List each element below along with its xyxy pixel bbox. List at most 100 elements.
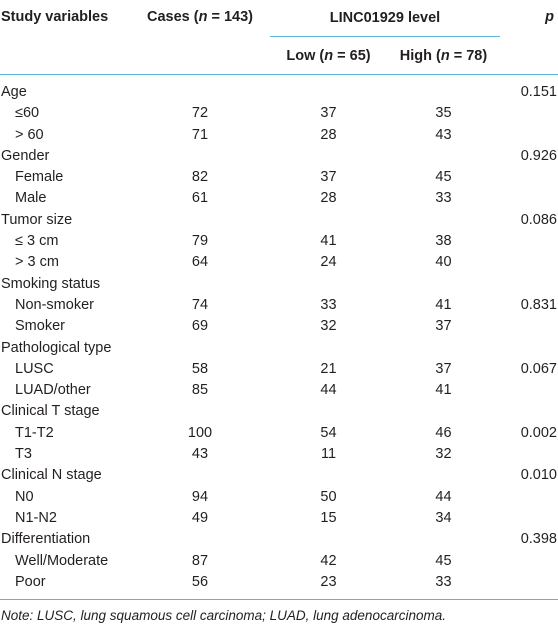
cell-cases: 64 bbox=[191, 254, 209, 271]
cell-label: Differentiation bbox=[1, 531, 91, 548]
cell-high: 46 bbox=[435, 424, 452, 441]
cell-p bbox=[500, 444, 558, 465]
cell-label: > 60 bbox=[15, 126, 44, 143]
cell-cases: 85 bbox=[191, 382, 209, 399]
table-row: ≤ 3 cm 79 41 38 bbox=[0, 231, 558, 252]
cell-high: 34 bbox=[435, 509, 452, 526]
cell-high: 33 bbox=[435, 190, 452, 207]
cell-cases: 56 bbox=[130, 571, 270, 601]
cell-low bbox=[270, 465, 387, 486]
cell-high bbox=[387, 401, 500, 422]
cell-p bbox=[500, 487, 558, 508]
cell-low: 33 bbox=[320, 296, 337, 313]
cell-low bbox=[270, 146, 387, 167]
cell-label: Tumor size bbox=[1, 211, 73, 228]
cell-p: 0.086 bbox=[520, 211, 557, 228]
cell-cases: 82 bbox=[191, 169, 209, 186]
cell-cases: 58 bbox=[191, 360, 209, 377]
cell-cases bbox=[130, 338, 270, 359]
cell-p: 0.398 bbox=[520, 531, 557, 548]
cell-high bbox=[387, 75, 500, 104]
header-cases: Cases (n = 143) bbox=[130, 0, 270, 75]
table-row: Non-smoker 74 33 41 0.831 bbox=[0, 295, 558, 316]
table-body: Age 0.151 ≤60 72 37 35 > 60 71 28 43 Gender 0.926 Fe… bbox=[0, 75, 558, 601]
table-row: Male 61 28 33 bbox=[0, 188, 558, 209]
table-row: Differentiation 0.398 bbox=[0, 529, 558, 550]
cell-cases: 49 bbox=[191, 509, 209, 526]
cell-low: 41 bbox=[320, 233, 337, 250]
cell-label: Clinical N stage bbox=[1, 467, 102, 484]
table-row: N0 94 50 44 bbox=[0, 487, 558, 508]
table-row: Clinical N stage 0.010 bbox=[0, 465, 558, 486]
cell-p: 0.002 bbox=[520, 424, 557, 441]
cell-cases bbox=[130, 529, 270, 550]
header-linc-level: LINC01929 level bbox=[270, 0, 500, 37]
cell-label: N1-N2 bbox=[15, 509, 57, 526]
cell-label: Female bbox=[15, 169, 64, 186]
header-p: p bbox=[500, 0, 558, 75]
cell-label: Clinical T stage bbox=[1, 403, 100, 420]
cell-label: Age bbox=[1, 84, 27, 100]
cell-cases: 79 bbox=[191, 233, 209, 250]
cell-p bbox=[500, 401, 558, 422]
cell-low bbox=[270, 210, 387, 231]
cell-high: 33 bbox=[387, 571, 500, 601]
table-row: Smoker 69 32 37 bbox=[0, 316, 558, 337]
cell-low bbox=[270, 75, 387, 104]
cell-cases: 69 bbox=[191, 318, 209, 335]
table-row: N1-N2 49 15 34 bbox=[0, 508, 558, 529]
cell-cases: 43 bbox=[191, 446, 209, 463]
cell-low: 42 bbox=[320, 552, 337, 569]
cell-low bbox=[270, 529, 387, 550]
header-low: Low (n = 65) bbox=[270, 36, 387, 75]
cell-high: 41 bbox=[435, 296, 452, 313]
header-study-variables: Study variables bbox=[0, 0, 130, 75]
cell-p bbox=[500, 551, 558, 572]
cell-p: 0.151 bbox=[520, 84, 557, 100]
cell-p bbox=[500, 508, 558, 529]
cell-low: 54 bbox=[320, 424, 337, 441]
cell-cases bbox=[130, 401, 270, 422]
cell-high bbox=[387, 274, 500, 295]
cell-label: Gender bbox=[1, 147, 50, 164]
cell-label: N0 bbox=[15, 488, 34, 505]
cell-high: 45 bbox=[435, 169, 452, 186]
cell-low: 28 bbox=[320, 190, 337, 207]
cell-label: Poor bbox=[0, 571, 130, 601]
cell-label: > 3 cm bbox=[15, 254, 59, 271]
cell-label: ≤ 3 cm bbox=[15, 233, 59, 250]
cell-high bbox=[387, 146, 500, 167]
cell-low: 24 bbox=[320, 254, 337, 271]
cell-p: 0.831 bbox=[520, 296, 557, 313]
table-note: Note: LUSC, lung squamous cell carcinoma… bbox=[1, 608, 446, 624]
cell-label: LUSC bbox=[15, 360, 54, 377]
table-row: > 60 71 28 43 bbox=[0, 125, 558, 146]
cell-label: T1-T2 bbox=[15, 424, 54, 441]
table-row: > 3 cm 64 24 40 bbox=[0, 252, 558, 273]
cell-p bbox=[500, 274, 558, 295]
cell-cases: 87 bbox=[191, 552, 209, 569]
cell-cases bbox=[130, 210, 270, 231]
cell-label: Smoker bbox=[15, 318, 65, 335]
cell-high bbox=[387, 338, 500, 359]
cell-cases: 72 bbox=[191, 105, 209, 122]
cell-p: 0.926 bbox=[520, 147, 557, 164]
table-row: Pathological type bbox=[0, 338, 558, 359]
cell-p bbox=[500, 380, 558, 401]
table-row: Female 82 37 45 bbox=[0, 167, 558, 188]
cell-high: 37 bbox=[435, 318, 452, 335]
cell-low bbox=[270, 338, 387, 359]
cell-p bbox=[500, 338, 558, 359]
cell-p bbox=[500, 316, 558, 337]
cell-cases: 100 bbox=[187, 424, 213, 441]
cell-cases: 71 bbox=[191, 126, 209, 143]
cell-p bbox=[500, 252, 558, 273]
table-row: Gender 0.926 bbox=[0, 146, 558, 167]
cell-high: 38 bbox=[435, 233, 452, 250]
cell-low: 44 bbox=[320, 382, 337, 399]
cell-p: 0.010 bbox=[520, 467, 557, 484]
table-row: Poor 56 23 33 bbox=[0, 571, 558, 601]
cell-low: 11 bbox=[320, 446, 337, 463]
cell-cases bbox=[130, 75, 270, 104]
